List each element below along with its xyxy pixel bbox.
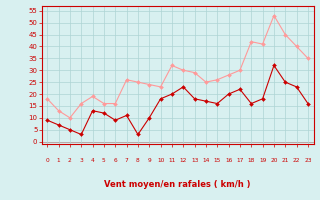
X-axis label: Vent moyen/en rafales ( km/h ): Vent moyen/en rafales ( km/h ) xyxy=(104,180,251,189)
